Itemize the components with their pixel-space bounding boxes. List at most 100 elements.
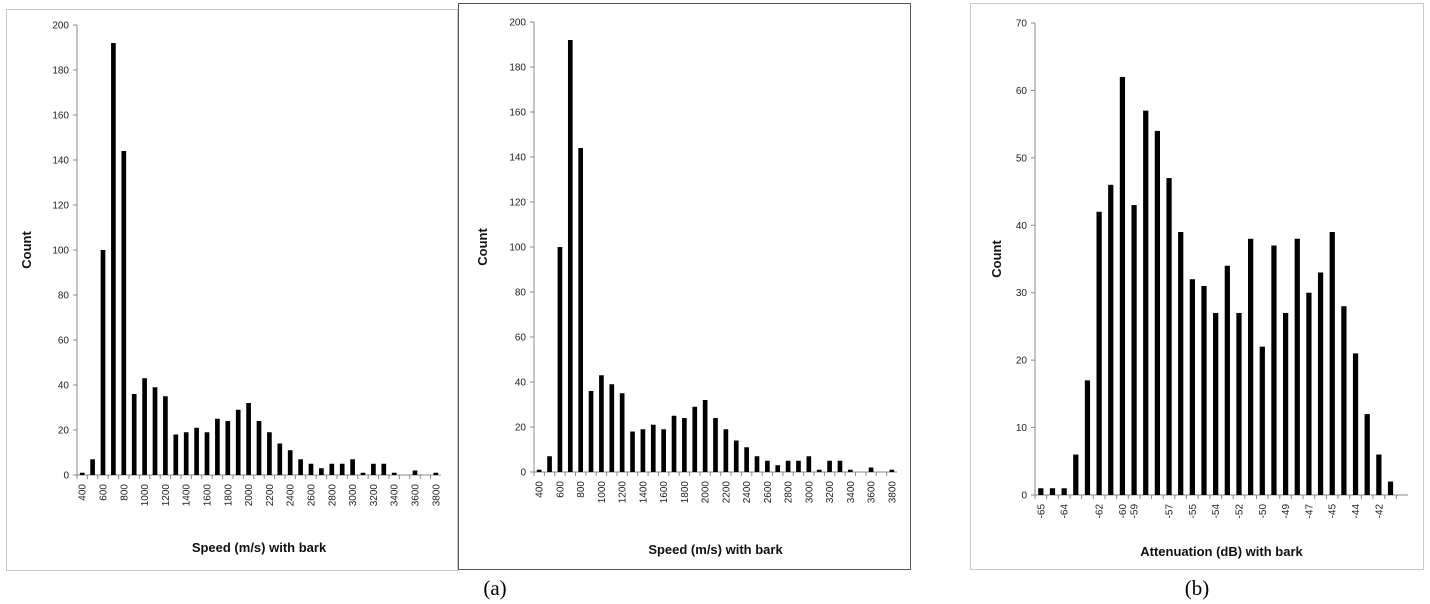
bar <box>661 429 666 472</box>
bar <box>671 415 677 472</box>
caption-a: (a) <box>483 576 507 600</box>
x-tick-label: 3000 <box>804 481 815 504</box>
bar <box>1143 110 1149 496</box>
x-tick-label: -52 <box>1234 504 1245 519</box>
bar <box>1317 272 1324 495</box>
x-tick-label: 3600 <box>411 484 422 507</box>
bar <box>339 463 345 475</box>
bar <box>1387 481 1394 495</box>
x-tick-label: 400 <box>535 481 546 498</box>
x-axis-title: Speed (m/s) with bark <box>648 542 783 557</box>
bar <box>723 429 729 472</box>
x-tick-label: 2200 <box>721 481 732 504</box>
bar <box>308 463 314 475</box>
bar <box>702 400 708 472</box>
attenuation-histogram: 0 10 20 30 40 50 60 70 -65 -64 -62 -60 -59 -57 -55 -54 -… <box>989 19 1408 559</box>
bar <box>1294 238 1300 495</box>
x-tick-label: 2000 <box>244 484 255 507</box>
chart-panel-speed-1: 0 20 40 60 80 100 120 140 160 180 200 400 600 800 1000… <box>6 9 458 571</box>
bar <box>650 424 656 472</box>
bar <box>256 421 262 475</box>
y-tick-label: 200 <box>509 18 526 29</box>
bar <box>225 421 231 475</box>
x-tick-label: 1800 <box>680 481 691 504</box>
bar <box>713 418 718 472</box>
x-tick-label: 1000 <box>597 481 608 504</box>
bar <box>433 472 439 475</box>
caption-b: (b) <box>1184 576 1210 600</box>
y-tick-label: 70 <box>1016 19 1028 30</box>
x-axis-title: Attenuation (dB) with bark <box>1140 544 1303 559</box>
x-tick-label: 3600 <box>867 481 878 504</box>
x-tick-label: -57 <box>1165 504 1176 519</box>
x-tick-label: 1200 <box>161 484 172 507</box>
bar <box>692 406 698 472</box>
x-tick-label: 1600 <box>203 484 214 507</box>
y-tick-label: 140 <box>509 153 526 164</box>
x-tick-label: 600 <box>555 481 566 498</box>
bar <box>1119 76 1126 495</box>
bar <box>599 375 604 472</box>
x-tick-label: -60 <box>1118 504 1129 519</box>
bar <box>267 432 272 475</box>
bar <box>796 460 801 472</box>
y-tick-label: 60 <box>1016 86 1028 97</box>
bar <box>619 393 625 472</box>
x-tick-label: 800 <box>576 481 587 498</box>
y-tick-label: 40 <box>58 381 70 392</box>
x-tick-label: 1600 <box>659 481 670 504</box>
bar <box>246 403 251 475</box>
bar <box>235 409 241 475</box>
y-tick-label: 100 <box>509 243 526 254</box>
bar <box>630 431 635 472</box>
x-tick-label: -47 <box>1304 504 1315 519</box>
y-tick-label: 50 <box>1016 153 1028 164</box>
y-tick-label: 60 <box>515 333 527 344</box>
bar <box>360 472 366 475</box>
bar <box>1189 279 1195 495</box>
y-tick-label: 20 <box>58 426 70 437</box>
y-tick-label: 120 <box>52 201 69 212</box>
bar <box>79 472 85 475</box>
y-tick-label: 20 <box>1016 356 1028 367</box>
bar <box>536 469 542 472</box>
bar <box>1073 454 1079 495</box>
bar <box>1341 306 1347 495</box>
bar <box>215 418 220 475</box>
bar <box>100 250 106 475</box>
bar <box>567 40 573 472</box>
bar <box>609 384 615 472</box>
bar <box>557 247 563 472</box>
y-tick-label: 0 <box>520 468 526 479</box>
x-tick-label: -49 <box>1281 504 1292 519</box>
bar <box>381 463 387 475</box>
bar <box>1061 488 1067 495</box>
bar <box>837 460 843 472</box>
bar <box>277 443 283 475</box>
y-tick-label: 120 <box>509 198 526 209</box>
bar <box>350 459 355 475</box>
bar <box>1364 414 1370 495</box>
x-tick-label: 1400 <box>182 484 193 507</box>
y-tick-label: 40 <box>515 378 527 389</box>
x-tick-label: -65 <box>1036 504 1047 519</box>
x-tick-label: 2000 <box>701 481 712 504</box>
x-tick-label: -64 <box>1060 504 1071 519</box>
x-tick-label: 1200 <box>618 481 629 504</box>
bar <box>131 394 137 475</box>
x-tick-label: 2600 <box>763 481 774 504</box>
bar <box>121 151 127 475</box>
x-tick-label: 3400 <box>846 481 857 504</box>
x-tick-label: 1000 <box>140 484 151 507</box>
bar <box>744 447 749 472</box>
bar <box>298 459 303 475</box>
bar <box>1376 454 1382 495</box>
x-axis-title: Speed (m/s) with bark <box>192 540 327 555</box>
x-tick-label: -42 <box>1374 504 1385 519</box>
y-tick-label: 80 <box>515 288 527 299</box>
bar <box>412 470 418 475</box>
speed-histogram-2: 0 20 40 60 80 100 120 140 160 180 200 400 600 800 1000… <box>475 18 898 558</box>
bar <box>682 418 687 472</box>
bar <box>1271 245 1277 495</box>
x-tick-label: 3400 <box>390 484 401 507</box>
